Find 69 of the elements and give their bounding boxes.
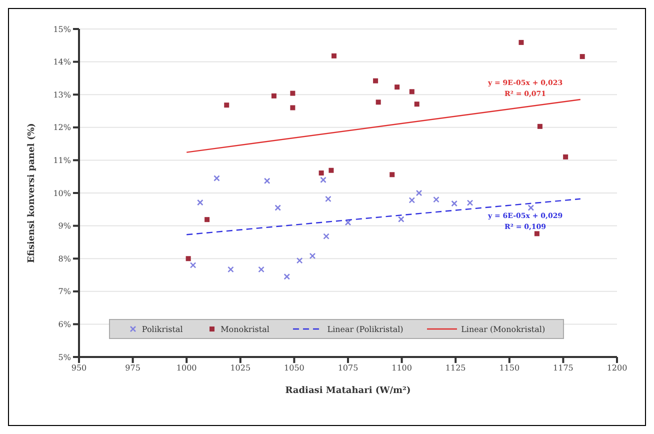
point xyxy=(309,252,316,260)
point xyxy=(534,231,540,236)
point xyxy=(433,196,440,203)
legend-label: Polikristal xyxy=(140,324,183,334)
point xyxy=(398,216,404,222)
point xyxy=(580,54,585,60)
y-tick-label: 14% xyxy=(53,58,72,67)
point xyxy=(224,102,230,108)
y-tick-label: 9% xyxy=(58,222,72,231)
point xyxy=(373,78,378,84)
x-tick-label: 1150 xyxy=(499,364,520,373)
y-tick-label: 8% xyxy=(58,254,72,264)
point xyxy=(190,262,196,268)
legend-label: Linear (Polikristal) xyxy=(326,324,404,334)
point xyxy=(390,172,395,178)
point xyxy=(264,178,270,184)
point xyxy=(466,200,474,206)
y-tick-label: 15% xyxy=(53,24,72,34)
x-tick-label: 1050 xyxy=(284,364,304,373)
x-tick-label: 1125 xyxy=(445,364,466,373)
point xyxy=(320,176,326,184)
y-axis-title: Efisiensi konversi panel (%) xyxy=(27,123,38,263)
point xyxy=(416,190,422,196)
point xyxy=(414,102,420,107)
point xyxy=(197,199,204,206)
point xyxy=(325,196,332,202)
x-tick-label: 1075 xyxy=(338,364,358,373)
point xyxy=(344,219,352,226)
point xyxy=(290,105,296,110)
x-tick-label: 1200 xyxy=(606,364,628,373)
point xyxy=(290,90,296,96)
point xyxy=(274,204,281,211)
x-axis-title: Radiasi Matahari (W/m²) xyxy=(285,386,411,396)
point xyxy=(323,233,330,240)
point xyxy=(318,170,324,176)
y-tick-label: 6% xyxy=(58,320,72,330)
point xyxy=(518,40,524,45)
point xyxy=(376,100,381,105)
x-tick-label: 1025 xyxy=(230,364,251,373)
point xyxy=(204,217,210,222)
point xyxy=(409,89,414,94)
point xyxy=(214,175,220,182)
y-tick-label: 10% xyxy=(53,188,72,198)
y-tick-label: 5% xyxy=(58,352,72,362)
y-tick-label: 7% xyxy=(58,287,72,296)
point xyxy=(328,168,334,173)
y-tick-label: 12% xyxy=(53,123,72,132)
point xyxy=(228,266,234,273)
point xyxy=(332,53,337,58)
legend-label: Monokristal xyxy=(220,324,270,334)
point xyxy=(451,200,458,207)
legend-label: Linear (Monokristal) xyxy=(460,324,546,334)
x-tick-label: 975 xyxy=(125,364,140,373)
x-tick-label: 1000 xyxy=(176,364,197,373)
y-tick-label: 11% xyxy=(53,156,72,166)
point xyxy=(186,256,191,262)
point xyxy=(537,124,542,129)
point xyxy=(394,84,400,90)
point xyxy=(271,93,276,98)
point xyxy=(528,204,534,211)
point xyxy=(258,266,264,273)
x-tick-label: 1100 xyxy=(392,364,412,373)
y-tick-label: 13% xyxy=(53,90,72,100)
point xyxy=(408,197,416,204)
point xyxy=(563,154,568,160)
x-tick-label: 1175 xyxy=(553,364,574,373)
x-tick-label: 950 xyxy=(71,364,87,373)
point xyxy=(296,257,303,264)
point xyxy=(284,273,290,280)
